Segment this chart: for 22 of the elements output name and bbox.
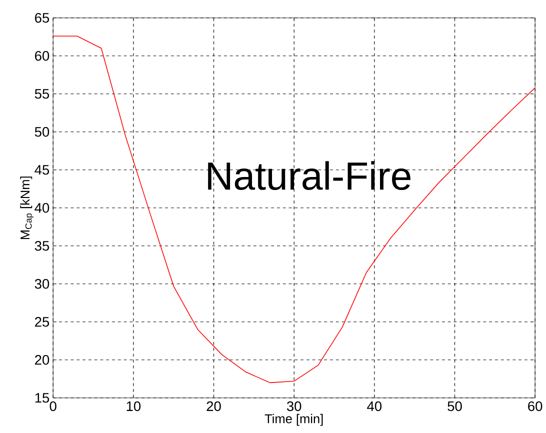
y-tick-label: 55 bbox=[34, 89, 50, 99]
line-series bbox=[53, 36, 536, 384]
annotation: Natural-Fire bbox=[208, 161, 410, 190]
y-tick-label: 35 bbox=[34, 241, 50, 251]
y-axis-title: M$_{Cap}$ [kNm] bbox=[20, 176, 34, 240]
x-tick-label: 10 bbox=[126, 401, 141, 412]
x-axis-title: Time [min] bbox=[264, 414, 323, 426]
x-tick-label: 30 bbox=[286, 401, 302, 412]
y-tick-label: 65 bbox=[35, 13, 50, 23]
y-tick-label: 45 bbox=[34, 165, 50, 175]
x-tick-label: 0 bbox=[50, 401, 56, 412]
x-tick-label: 60 bbox=[528, 401, 542, 412]
y-tick-label: 40 bbox=[34, 203, 50, 213]
x-tick-label: 50 bbox=[448, 401, 462, 412]
y-tick-label: 20 bbox=[35, 355, 50, 365]
y-tick-label: 30 bbox=[34, 279, 50, 289]
x-tick-label: 20 bbox=[206, 401, 221, 412]
y-tick-label: 50 bbox=[34, 127, 50, 137]
y-tick-label: 15 bbox=[35, 393, 50, 403]
y-tick-label: 25 bbox=[35, 317, 50, 327]
x-tick-label: 40 bbox=[367, 401, 382, 412]
y-tick-label: 60 bbox=[35, 51, 50, 61]
